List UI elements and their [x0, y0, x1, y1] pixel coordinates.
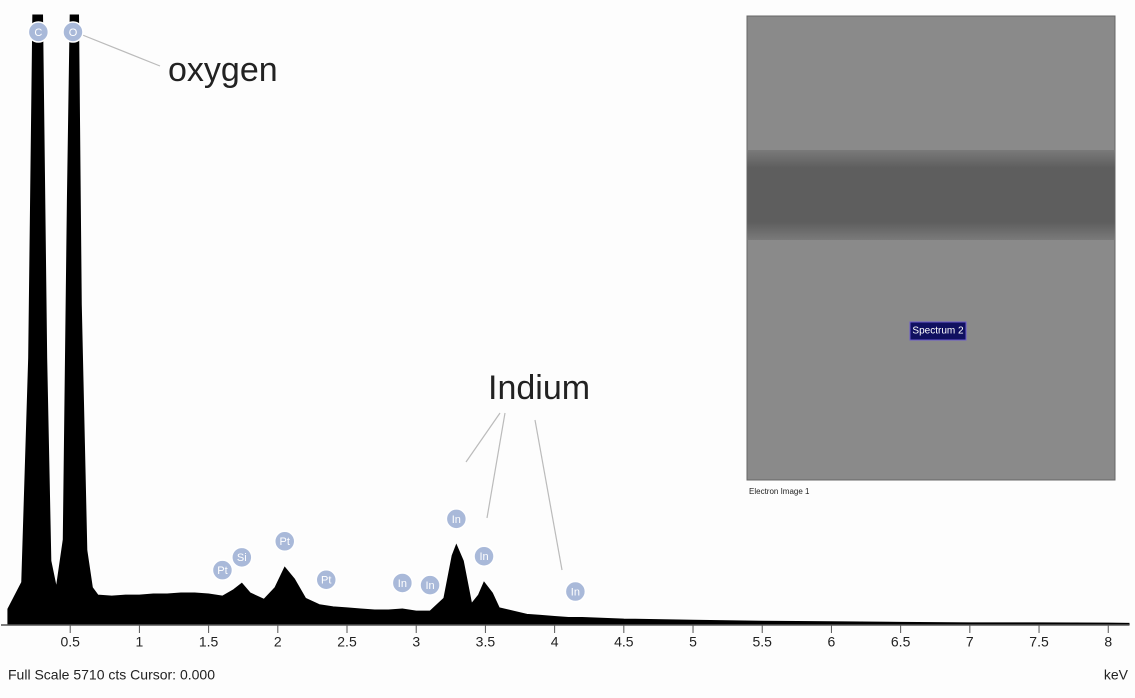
peak-marker: Pt	[212, 560, 232, 580]
axis-unit: keV	[1104, 667, 1129, 683]
x-tick-label: 2.5	[337, 634, 357, 650]
annotation: oxygen	[168, 51, 278, 89]
x-tick-label: 4.5	[614, 634, 634, 650]
x-tick-label: 5	[689, 634, 697, 650]
x-tick-label: 6.5	[891, 634, 911, 650]
peak-label: Pt	[321, 575, 331, 587]
peak-label: In	[425, 580, 434, 592]
peak-marker: In	[565, 582, 585, 602]
inset-image: Spectrum 2 Electron Image 1	[747, 16, 1115, 496]
x-tick-label: 2	[274, 634, 282, 650]
x-tick-label: 0.5	[60, 634, 80, 650]
x-tick-label: 4	[551, 634, 559, 650]
peak-marker: In	[420, 575, 440, 595]
peak-label: Pt	[280, 536, 290, 548]
peak-marker: In	[446, 509, 466, 529]
image-caption: Electron Image 1	[749, 487, 810, 496]
spectrum-label: Spectrum 2	[912, 326, 964, 337]
peak-label: Pt	[217, 565, 227, 577]
peak-marker: Pt	[275, 531, 295, 551]
chart: Spectrum 2 Electron Image 1 oxygen Indiu…	[0, 0, 1135, 698]
electron-image	[747, 16, 1115, 480]
x-tick-label: 6	[828, 634, 836, 650]
page: Spectrum 2 Electron Image 1 oxygen Indiu…	[0, 0, 1135, 698]
footer: Full Scale 5710 cts Cursor: 0.000	[8, 667, 215, 683]
annotation: Indium	[488, 369, 590, 407]
x-tick-label: 7.5	[1029, 634, 1049, 650]
x-tick-label: 8	[1104, 634, 1112, 650]
x-tick-label: 7	[966, 634, 974, 650]
peak-marker: In	[392, 573, 412, 593]
peak-label: In	[452, 514, 461, 526]
image-band	[747, 150, 1115, 240]
peak-marker: In	[474, 546, 494, 566]
x-tick-label: 1	[136, 634, 144, 650]
peak-marker: O	[63, 22, 83, 42]
peak-label: In	[571, 586, 580, 598]
x-tick-label: 1.5	[199, 634, 219, 650]
peak-marker: Si	[232, 547, 252, 567]
peak-label: Si	[237, 552, 247, 564]
peak-label: In	[398, 578, 407, 590]
peak-label: C	[34, 27, 42, 39]
peak-label: O	[69, 27, 78, 39]
peak-marker: Pt	[316, 570, 336, 590]
x-tick-label: 3.5	[476, 634, 496, 650]
peak-label: In	[479, 551, 488, 563]
x-tick-label: 3	[412, 634, 420, 650]
x-tick-label: 5.5	[752, 634, 772, 650]
peak-marker: C	[28, 22, 48, 42]
